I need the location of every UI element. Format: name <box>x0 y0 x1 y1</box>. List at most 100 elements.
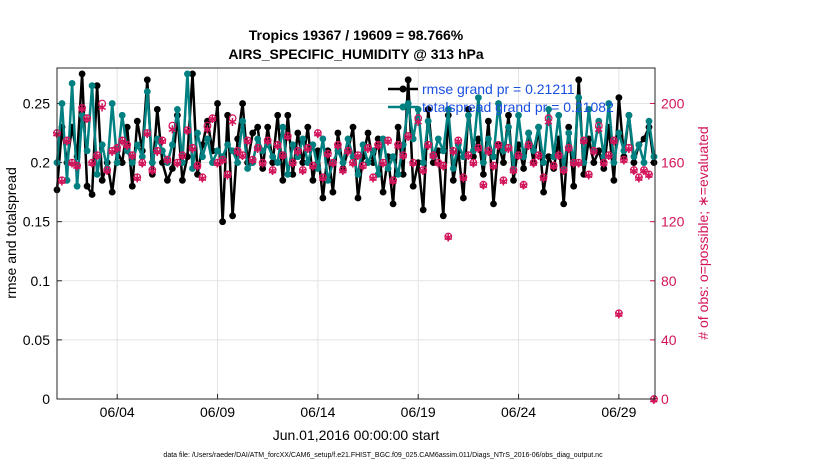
obs-evaluated-point: ∗ <box>553 149 564 164</box>
totalspread-point <box>284 171 292 178</box>
obs-evaluated-point: ∗ <box>438 160 449 175</box>
obs-evaluated-point: ∗ <box>358 160 369 175</box>
obs-evaluated-point: ∗ <box>513 149 524 164</box>
y-right-tick-label: 160 <box>661 155 685 171</box>
obs-evaluated-point: ∗ <box>267 164 278 179</box>
totalspread-point <box>495 100 502 107</box>
obs-possible-point <box>278 151 287 160</box>
totalspread-point <box>590 147 598 155</box>
obs-possible-point <box>263 136 272 145</box>
obs-possible-point <box>564 143 573 152</box>
obs-evaluated-point: ∗ <box>463 149 474 164</box>
x-tick-label: 06/14 <box>300 404 335 420</box>
obs-evaluated-point: ∗ <box>628 164 639 179</box>
totalspread-point <box>108 100 116 107</box>
obs-evaluated-point: ∗ <box>182 124 193 139</box>
obs-evaluated-point: ∗ <box>222 168 233 183</box>
totalspread-point <box>475 94 482 101</box>
rmse-point <box>329 188 337 196</box>
obs-possible-point <box>163 155 172 164</box>
totalspread-point <box>113 159 121 167</box>
obs-evaluated-point: ∗ <box>92 149 103 164</box>
rmse-point <box>319 194 327 202</box>
obs-evaluated-point: ∗ <box>77 102 88 117</box>
obs-evaluated-point: ∗ <box>403 130 414 145</box>
y-right-tick-label: 120 <box>661 214 685 230</box>
obs-possible-point <box>499 176 508 185</box>
obs-possible-point <box>354 151 362 160</box>
obs-possible-point <box>424 140 433 149</box>
y-left-tick-label: 0 <box>42 391 50 407</box>
obs-possible-point <box>158 136 167 145</box>
totalspread-point <box>174 106 181 113</box>
obs-evaluated-point: ∗ <box>122 139 133 154</box>
obs-possible-point <box>58 176 66 185</box>
obs-evaluated-point: ∗ <box>112 142 123 157</box>
obs-evaluated-point: ∗ <box>603 149 614 164</box>
obs-evaluated-point: ∗ <box>343 145 354 160</box>
totalspread-point <box>344 135 352 143</box>
obs-possible-point <box>319 173 327 182</box>
rmse-point <box>143 76 151 84</box>
obs-evaluated-point: ∗ <box>483 145 494 160</box>
obs-possible-point <box>148 166 157 174</box>
totalspread-point <box>439 147 447 155</box>
totalspread-point <box>444 106 452 113</box>
obs-evaluated-point: ∗ <box>558 164 569 179</box>
rmse-point <box>259 165 267 172</box>
obs-evaluated-point: ∗ <box>338 164 349 179</box>
rmse-point <box>364 129 372 137</box>
totalspread-point <box>269 153 277 161</box>
obs-possible-point <box>484 146 493 155</box>
rmse-point <box>379 188 387 196</box>
legend-totalspread-marker <box>399 103 407 111</box>
obs-evaluated-point: ∗ <box>277 149 288 164</box>
obs-possible-point <box>359 161 367 170</box>
obs-possible-point <box>198 173 207 182</box>
obs-evaluated-point: ∗ <box>588 145 599 160</box>
obs-possible-point <box>63 136 71 145</box>
totalspread-point <box>138 153 146 161</box>
rmse-point <box>495 141 502 149</box>
totalspread-point <box>214 147 221 155</box>
obs-evaluated-point: ∗ <box>473 142 484 157</box>
totalspread-point <box>133 141 141 149</box>
obs-possible-point <box>599 158 608 167</box>
rmse-point <box>239 100 247 107</box>
obs-possible-point <box>594 121 603 130</box>
obs-possible-point <box>83 114 91 123</box>
legend-rmse-label: rmse grand pr = 0.21211 <box>422 81 575 97</box>
obs-evaluated-point: ∗ <box>317 171 328 186</box>
rmse-point <box>394 123 402 131</box>
obs-evaluated-point: ∗ <box>613 307 624 322</box>
totalspread-point <box>530 147 537 155</box>
obs-evaluated-point: ∗ <box>192 160 203 175</box>
obs-possible-point <box>615 309 623 318</box>
rmse-point <box>490 200 497 208</box>
obs-possible-point <box>449 146 458 155</box>
obs-evaluated-point: ∗ <box>67 157 78 172</box>
obs-evaluated-point: ∗ <box>302 142 313 157</box>
totalspread-point <box>334 147 342 155</box>
obs-evaluated-point: ∗ <box>247 154 258 169</box>
rmse-point <box>460 194 467 202</box>
rmse-point <box>404 76 412 84</box>
rmse-point <box>249 129 257 137</box>
rmse-point <box>133 117 141 125</box>
chart-title: Tropics 19367 / 19609 = 98.766% <box>249 27 464 43</box>
rmse-point <box>399 171 407 178</box>
obs-possible-point <box>645 170 653 179</box>
obs-evaluated-point: ∗ <box>177 149 188 164</box>
obs-possible-point <box>640 166 648 174</box>
rmse-point <box>480 171 487 178</box>
obs-evaluated-point: ∗ <box>172 157 183 172</box>
rmse-point <box>279 176 287 184</box>
obs-evaluated-point: ∗ <box>162 154 173 169</box>
obs-possible-point <box>444 232 453 241</box>
obs-possible-point <box>243 136 252 145</box>
rmse-point <box>274 111 282 119</box>
obs-evaluated-point: ∗ <box>408 157 419 172</box>
obs-evaluated-point: ∗ <box>418 164 429 179</box>
obs-evaluated-point: ∗ <box>282 130 293 145</box>
y-axis-left-ticks: 0 0.05 0.1 0.15 0.2 0.25 <box>23 95 62 407</box>
